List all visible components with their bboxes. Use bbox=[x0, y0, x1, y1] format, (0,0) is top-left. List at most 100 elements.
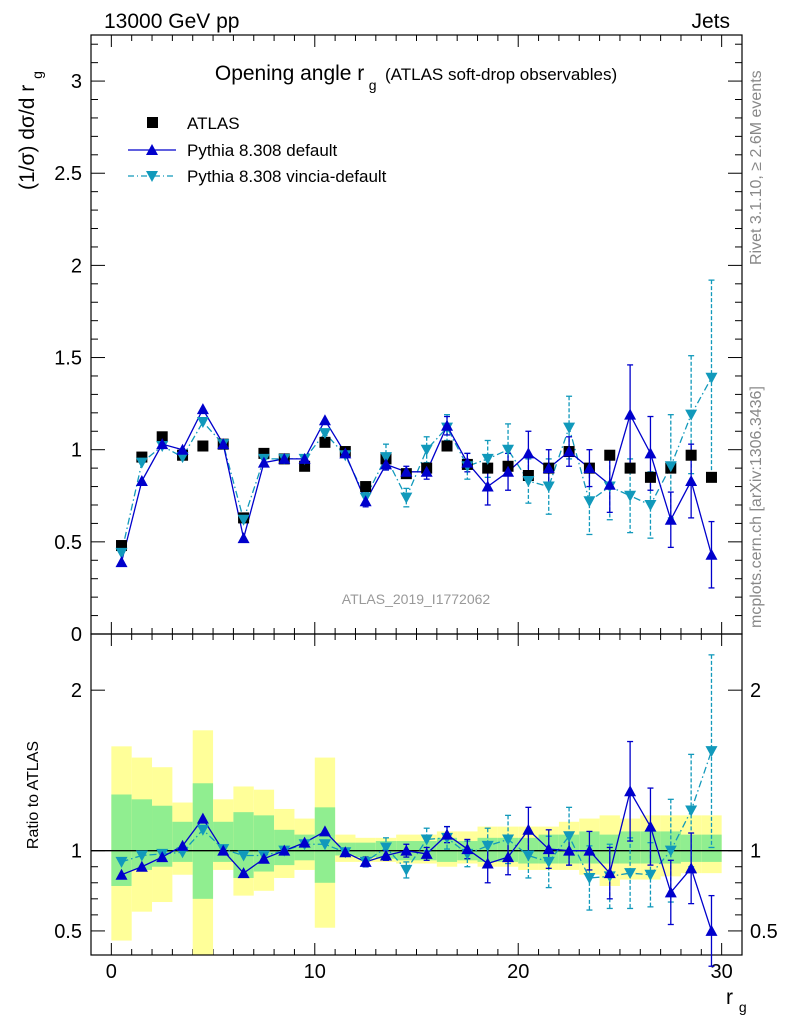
y-tick-label: 0.5 bbox=[54, 532, 82, 554]
y-axis-label-sub: g bbox=[29, 71, 45, 79]
default-point bbox=[542, 462, 555, 474]
ratio-vincia-point bbox=[664, 845, 677, 857]
x-axis-label-sub: g bbox=[739, 999, 747, 1015]
ratio-vincia-point bbox=[502, 834, 515, 846]
ratio-vincia-point bbox=[237, 850, 250, 862]
vincia-point bbox=[176, 452, 189, 464]
ratio-vincia-point bbox=[563, 831, 576, 843]
default-point bbox=[685, 475, 698, 487]
y-tick-label: 2.5 bbox=[54, 163, 82, 185]
x-tick-label: 20 bbox=[507, 961, 529, 983]
vincia-point bbox=[379, 452, 392, 464]
ratio-panel: 0 10 20 30 0.5 0.5 1 1 2 2 bbox=[54, 633, 778, 983]
default-point bbox=[257, 456, 270, 468]
atlas-data-point bbox=[482, 462, 494, 474]
ratio-vincia-point bbox=[318, 839, 331, 851]
ratio-default-point bbox=[522, 823, 535, 835]
default-point bbox=[359, 495, 372, 507]
legend-default-label: Pythia 8.308 default bbox=[187, 141, 338, 160]
x-tick-label: 10 bbox=[304, 961, 326, 983]
ratio-vincia-point bbox=[624, 868, 637, 880]
ratio-default-point bbox=[685, 862, 698, 874]
ratio-vincia-point bbox=[705, 746, 718, 758]
vincia-point bbox=[705, 372, 718, 384]
plot-title-sub: g bbox=[369, 77, 377, 93]
header-collision: 13000 GeV pp bbox=[104, 10, 239, 33]
ratio-default-point bbox=[481, 857, 494, 869]
ratio-default-point bbox=[278, 844, 291, 856]
plot-title-suffix: (ATLAS soft-drop observables) bbox=[385, 65, 617, 84]
atlas-data-point bbox=[441, 440, 453, 452]
ratio-default-point bbox=[257, 852, 270, 864]
vincia-point bbox=[522, 476, 535, 488]
default-point bbox=[461, 456, 474, 468]
ratio-default-point bbox=[502, 851, 515, 863]
ratio-default-point bbox=[359, 855, 372, 867]
ratio-band-green bbox=[233, 812, 254, 878]
ratio-default-point bbox=[420, 847, 433, 859]
x-axis-label: r g bbox=[726, 986, 747, 1015]
vincia-line bbox=[120, 377, 713, 554]
ratio-default-point bbox=[400, 844, 413, 856]
vincia-point bbox=[685, 409, 698, 421]
default-point bbox=[339, 447, 352, 459]
atlas-data-point bbox=[116, 540, 128, 552]
ratio-vincia-point bbox=[420, 834, 433, 846]
ratio-vincia-point bbox=[542, 856, 555, 868]
default-point bbox=[583, 462, 596, 474]
ratio-default-point bbox=[705, 924, 718, 936]
atlas-data-point bbox=[136, 451, 148, 463]
default-point bbox=[135, 475, 148, 487]
vincia-point bbox=[115, 547, 128, 559]
default-point bbox=[156, 438, 169, 450]
vincia-point bbox=[583, 496, 596, 508]
default-point bbox=[278, 452, 291, 464]
default-point bbox=[176, 443, 189, 455]
atlas-data-point bbox=[319, 436, 331, 448]
plot-title: Opening angle r g (ATLAS soft-drop obser… bbox=[215, 62, 617, 94]
ratio-default-point bbox=[624, 785, 637, 797]
default-line bbox=[120, 407, 713, 563]
y-tick-label: 1 bbox=[71, 440, 82, 462]
plot-title-main: Opening angle r bbox=[215, 62, 364, 85]
default-point bbox=[624, 408, 637, 420]
atlas-data-point bbox=[705, 471, 717, 483]
x-tick-label: 0 bbox=[106, 961, 117, 983]
atlas-data-point bbox=[156, 431, 168, 443]
ratio-default-point bbox=[441, 828, 454, 840]
ratio-frame bbox=[90, 633, 743, 956]
y-tick-label: 3 bbox=[71, 71, 82, 93]
atlas-data-point bbox=[624, 462, 636, 474]
ratio-default-point bbox=[237, 867, 250, 879]
vincia-point bbox=[135, 457, 148, 469]
y-tick-label: 0 bbox=[71, 624, 82, 646]
atlas-data-point bbox=[685, 449, 697, 461]
atlas-data-point bbox=[604, 449, 616, 461]
ratio-vincia-point bbox=[583, 872, 596, 884]
ratio-band-green bbox=[253, 815, 275, 872]
vincia-point bbox=[237, 514, 250, 526]
default-point bbox=[196, 403, 209, 415]
ratio-default-point bbox=[196, 812, 209, 824]
vincia-point bbox=[400, 492, 413, 504]
ratio-vincia-point bbox=[685, 805, 698, 817]
ratio-vincia-point bbox=[379, 842, 392, 854]
default-point bbox=[563, 445, 576, 457]
default-point bbox=[441, 419, 454, 431]
ratio-default-point bbox=[542, 843, 555, 855]
vincia-point bbox=[502, 444, 515, 456]
ratio-vincia-point bbox=[135, 850, 148, 862]
ratio-default-point bbox=[176, 839, 189, 851]
default-point bbox=[705, 548, 718, 560]
default-point bbox=[522, 447, 535, 459]
atlas-data-point bbox=[299, 460, 311, 472]
legend-atlas-label: ATLAS bbox=[187, 114, 240, 133]
ratio-default-point bbox=[603, 867, 616, 879]
y-axis-label: (1/σ) dσ/d r g bbox=[16, 71, 45, 190]
default-point bbox=[603, 478, 616, 490]
default-point bbox=[420, 465, 433, 477]
analysis-watermark: ATLAS_2019_I1772062 bbox=[342, 591, 491, 607]
atlas-data-point bbox=[360, 481, 372, 493]
x-axis-label-main: r bbox=[726, 986, 733, 1009]
